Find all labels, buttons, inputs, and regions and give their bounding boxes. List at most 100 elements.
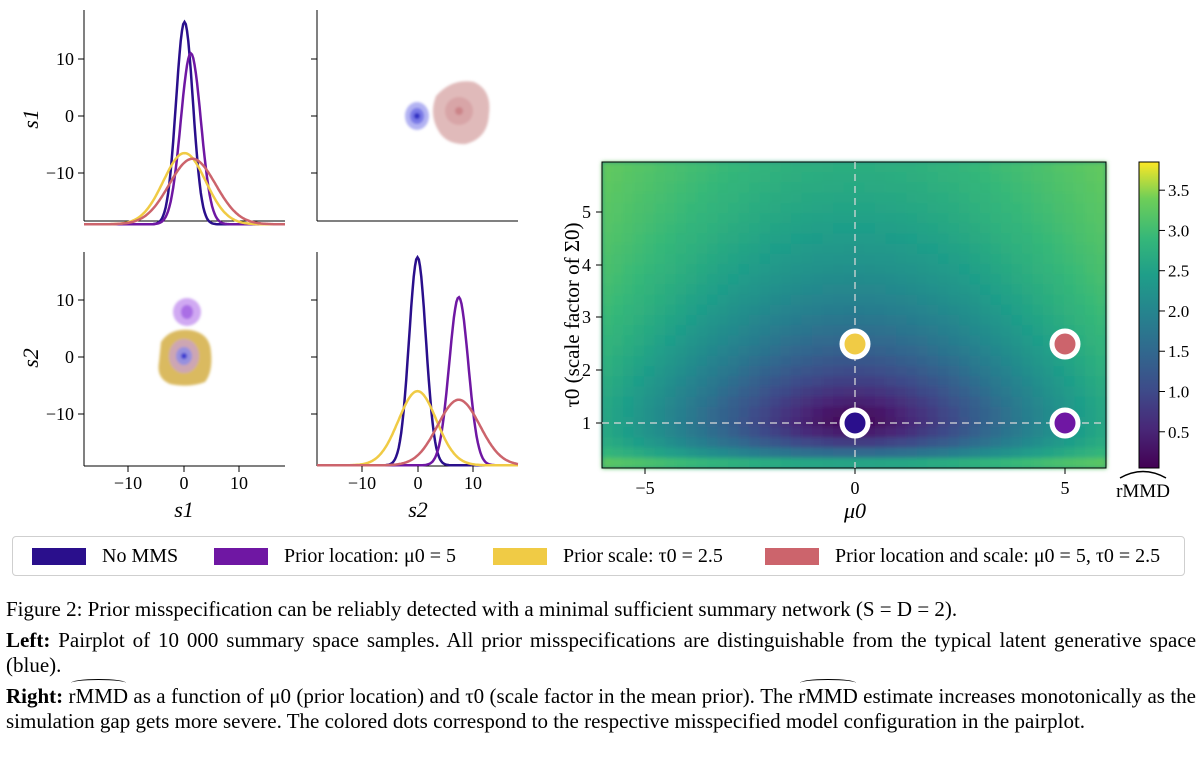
heatmap-cell bbox=[654, 427, 666, 438]
heatmap-cell bbox=[1032, 182, 1044, 194]
caption-right: Right: rMMD as a function of μ0 (prior l… bbox=[6, 679, 1196, 734]
heatmap-cell bbox=[948, 253, 960, 265]
ytick-label: 4 bbox=[582, 255, 591, 275]
heatmap-cell bbox=[696, 284, 708, 296]
heatmap-cell bbox=[969, 345, 981, 357]
heatmap-cell bbox=[612, 457, 624, 469]
caption-left-head: Left: bbox=[6, 628, 51, 652]
heatmap-cell bbox=[749, 315, 761, 326]
heatmap-cell bbox=[612, 447, 624, 459]
heatmap-cell bbox=[822, 274, 834, 285]
heatmap-cell bbox=[654, 304, 666, 316]
heatmap-cell bbox=[812, 417, 824, 428]
heatmap-cell bbox=[843, 457, 855, 469]
heatmap-cell bbox=[1064, 213, 1076, 224]
heatmap-cell bbox=[990, 253, 1002, 265]
heatmap-cell bbox=[770, 253, 782, 265]
heatmap-cell bbox=[822, 182, 834, 194]
heatmap-cell bbox=[633, 213, 645, 224]
heatmap-cell bbox=[927, 253, 939, 265]
heatmap-cell bbox=[843, 202, 855, 214]
heatmap-cell bbox=[812, 304, 824, 316]
heatmap-cell bbox=[717, 447, 729, 459]
heatmap-cell bbox=[780, 213, 792, 224]
heatmap-cell bbox=[801, 376, 813, 387]
heatmap-cell bbox=[980, 223, 992, 234]
heatmap-cell bbox=[896, 192, 908, 204]
heatmap-cell bbox=[833, 233, 845, 245]
heatmap-cell bbox=[759, 162, 771, 173]
heatmap-cell bbox=[1053, 172, 1065, 183]
heatmap-cell bbox=[1001, 315, 1013, 326]
heatmap-cell bbox=[602, 345, 614, 357]
heatmap-cell bbox=[738, 162, 750, 173]
heatmap-cell bbox=[791, 366, 803, 377]
heatmap-cell bbox=[938, 264, 950, 275]
heatmap-cell bbox=[1085, 335, 1097, 347]
heatmap-cell bbox=[927, 437, 939, 449]
heatmap-cell bbox=[612, 264, 624, 275]
panel-bottom-right: −10 0 10 s2 bbox=[311, 252, 519, 522]
heatmap-cell bbox=[654, 406, 666, 418]
heatmap-cell bbox=[728, 264, 740, 275]
heatmap-cell bbox=[717, 172, 729, 183]
heatmap-cell bbox=[686, 223, 698, 234]
colorbar-label-hat bbox=[1119, 470, 1167, 479]
heatmap-cell bbox=[759, 233, 771, 245]
heatmap-cell bbox=[633, 396, 645, 408]
heatmap-cell bbox=[1053, 202, 1065, 214]
heatmap-cell bbox=[686, 427, 698, 438]
heatmap-cell bbox=[896, 243, 908, 255]
heatmap-cell bbox=[948, 406, 960, 418]
heatmap-cell bbox=[612, 284, 624, 296]
heatmap-cell bbox=[707, 437, 719, 449]
heatmap-cell bbox=[623, 294, 635, 306]
xtick-label: 0 bbox=[180, 473, 189, 493]
heatmap-cell bbox=[864, 223, 876, 234]
heatmap-cell bbox=[686, 274, 698, 285]
heatmap-cell bbox=[749, 223, 761, 234]
heatmap-cell bbox=[822, 253, 834, 265]
heatmap-cell bbox=[843, 182, 855, 194]
heatmap-cell bbox=[1064, 162, 1076, 173]
heatmap-cell bbox=[854, 304, 866, 316]
colorbar: 0.5 1.0 1.5 2.0 2.5 3.0 3.5 rMMD bbox=[1116, 161, 1189, 502]
heatmap-cell bbox=[917, 304, 929, 316]
sample-cloud-red bbox=[432, 81, 490, 145]
ytick-label: 0 bbox=[65, 106, 74, 126]
heatmap-cell bbox=[1085, 345, 1097, 357]
heatmap-cell bbox=[822, 417, 834, 428]
heatmap-cell bbox=[738, 417, 750, 428]
heatmap-cell bbox=[759, 264, 771, 275]
heatmap-cell bbox=[749, 274, 761, 285]
heatmap-cell bbox=[875, 366, 887, 377]
heatmap-cell bbox=[927, 447, 939, 459]
heatmap-cell bbox=[749, 335, 761, 347]
heatmap-cell bbox=[812, 162, 824, 173]
heatmap-cell bbox=[1011, 274, 1023, 285]
heatmap-cell bbox=[801, 345, 813, 357]
heatmap-cell bbox=[602, 162, 614, 173]
heatmap-cell bbox=[665, 437, 677, 449]
heatmap-cell bbox=[948, 386, 960, 398]
heatmap-cell bbox=[770, 223, 782, 234]
heatmap-cell bbox=[812, 172, 824, 183]
heatmap-cell bbox=[759, 447, 771, 459]
heatmap-cell bbox=[717, 264, 729, 275]
heatmap-cell bbox=[749, 417, 761, 428]
legend-swatch bbox=[32, 547, 86, 565]
heatmap-cell bbox=[1011, 437, 1023, 449]
heatmap-cell bbox=[612, 172, 624, 183]
heatmap-cell bbox=[854, 264, 866, 275]
heatmap-cell bbox=[633, 192, 645, 204]
heatmap-cell bbox=[1032, 253, 1044, 265]
heatmap-cell bbox=[864, 427, 876, 438]
heatmap-cell bbox=[738, 192, 750, 204]
heatmap-cell bbox=[875, 457, 887, 469]
heatmap-cell bbox=[843, 284, 855, 296]
heatmap-cell bbox=[906, 294, 918, 306]
heatmap-cell bbox=[675, 406, 687, 418]
heatmap-cell bbox=[1064, 396, 1076, 408]
heatmap-cell bbox=[959, 427, 971, 438]
colorbar-tick-label: 1.0 bbox=[1168, 383, 1189, 402]
